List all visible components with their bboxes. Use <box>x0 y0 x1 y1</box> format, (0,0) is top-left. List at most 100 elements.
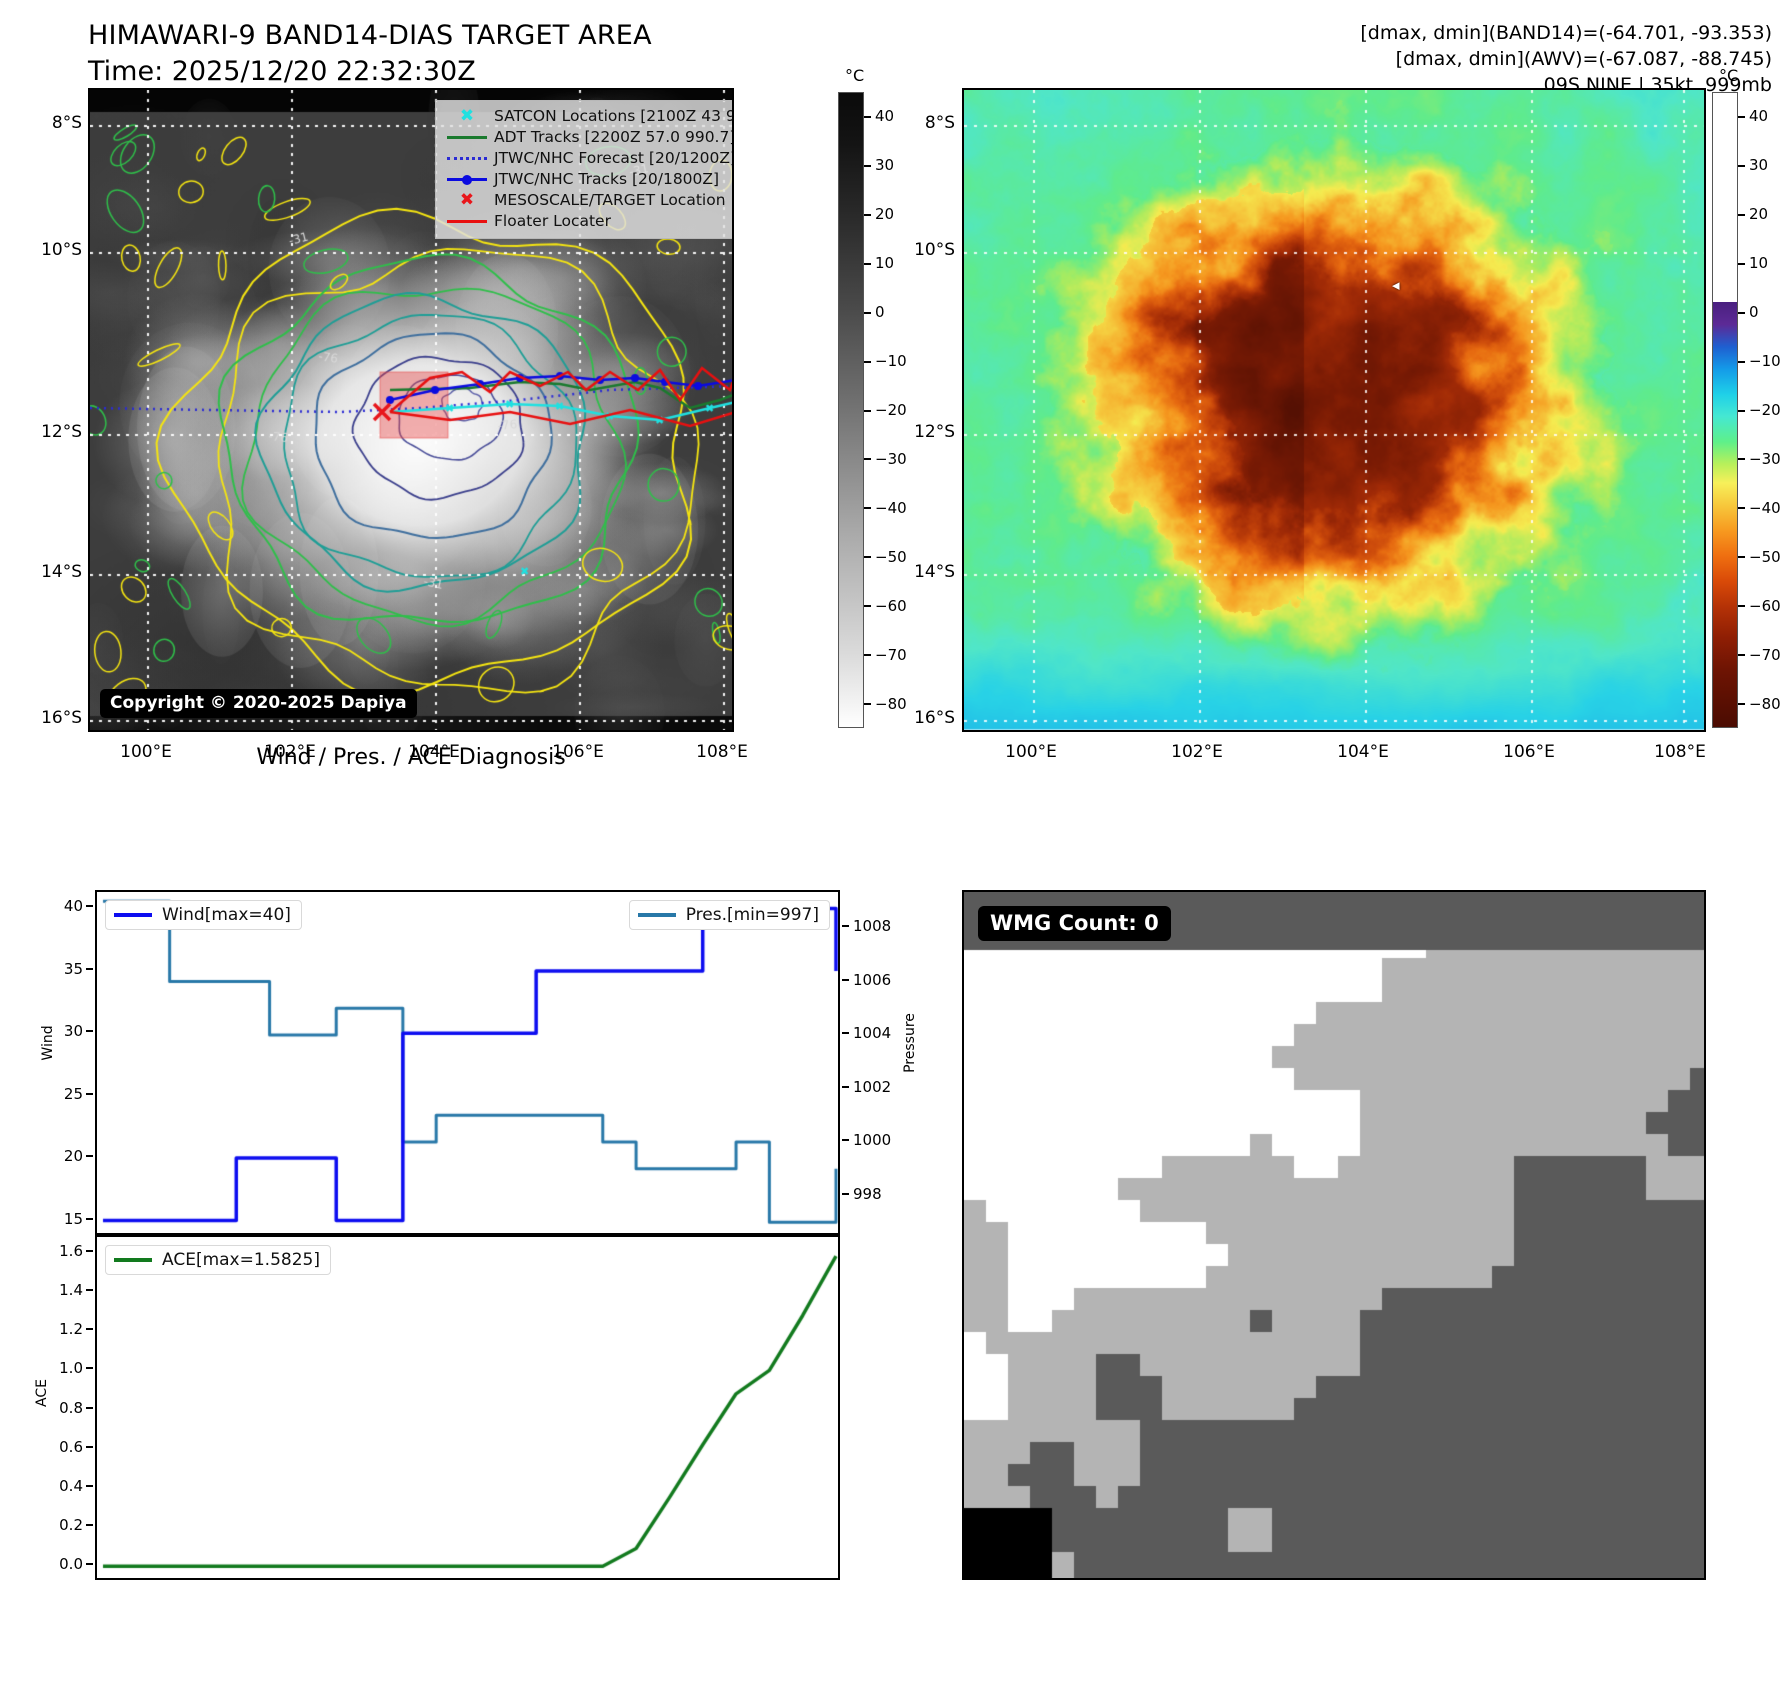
legend-item-satcon: ✖ SATCON Locations [2100Z 43 994] <box>444 106 732 127</box>
axis-tick-mark <box>864 360 871 363</box>
axis-tick-label: −80 <box>875 694 907 713</box>
legend-label: JTWC/NHC Tracks [20/1800Z] <box>494 169 720 188</box>
axis-tick-label: −10 <box>875 352 907 371</box>
axis-tick-mark <box>1738 605 1745 608</box>
axis-tick-label: 30 <box>1749 156 1769 175</box>
axis-tick-mark <box>1738 654 1745 657</box>
axis-tick-mark <box>1738 360 1745 363</box>
axis-tick-mark <box>864 703 871 706</box>
ace-line-icon <box>114 1258 152 1262</box>
adt-line-icon <box>444 136 490 139</box>
wind-pressure-plot-area <box>97 892 838 1233</box>
pressure-legend: Pres.[min=997] <box>628 900 830 930</box>
eir-lat-label: 10°S <box>914 240 955 260</box>
axis-tick-mark <box>86 1563 93 1566</box>
axis-tick-mark <box>1738 213 1745 216</box>
axis-tick-mark <box>86 1484 93 1487</box>
axis-tick-label: −70 <box>875 645 907 664</box>
axis-tick-label: −40 <box>875 498 907 517</box>
legend-label: Floater Locater <box>494 211 611 230</box>
axis-tick-label: 998 <box>853 1184 882 1203</box>
wmg-count-badge: WMG Count: 0 <box>978 906 1171 941</box>
axis-tick-label: −60 <box>875 596 907 615</box>
enhanced-ir-map-panel[interactable]: ◂ <box>962 88 1706 732</box>
legend-label: SATCON Locations [2100Z 43 994] <box>494 106 732 125</box>
wmg-image <box>964 892 1704 1578</box>
axis-tick-label: 1000 <box>853 1131 892 1150</box>
axis-tick-mark <box>86 1406 93 1409</box>
enhanced-colorbar <box>1712 92 1738 728</box>
axis-tick-mark <box>842 1032 849 1035</box>
axis-tick-label: 1006 <box>853 970 892 989</box>
axis-tick-mark <box>86 1217 93 1220</box>
axis-tick-label: −40 <box>1749 498 1781 517</box>
wind-line-icon <box>114 913 152 917</box>
axis-tick-label: 1004 <box>853 1024 892 1043</box>
axis-tick-label: 40 <box>63 897 83 916</box>
ir-lon-label: 104°E <box>408 742 460 762</box>
axis-tick-label: −70 <box>1749 645 1781 664</box>
axis-tick-mark <box>1738 164 1745 167</box>
axis-tick-label: 20 <box>875 205 895 224</box>
axis-tick-label: 20 <box>1749 205 1769 224</box>
gray-colorbar-unit: °C <box>845 66 865 85</box>
axis-tick-mark <box>842 978 849 981</box>
grayscale-ir-map-panel[interactable]: ✖ SATCON Locations [2100Z 43 994] ADT Tr… <box>88 88 734 732</box>
wmg-panel[interactable]: WMG Count: 0 <box>962 890 1706 1580</box>
eir-lon-label: 108°E <box>1654 742 1706 762</box>
ace-legend: ACE[max=1.5825] <box>105 1245 331 1275</box>
axis-tick-label: −20 <box>875 401 907 419</box>
axis-tick-label: −80 <box>1749 694 1781 713</box>
axis-tick-mark <box>864 311 871 314</box>
axis-tick-label: 30 <box>63 1022 83 1041</box>
axis-tick-label: 0.0 <box>59 1555 83 1574</box>
axis-tick-mark <box>86 1155 93 1158</box>
ir-lon-label: 102°E <box>264 742 316 762</box>
ir-lon-label: 106°E <box>552 742 604 762</box>
pressure-legend-label: Pres.[min=997] <box>685 905 819 925</box>
axis-tick-label: 25 <box>63 1084 83 1103</box>
wind-legend-label: Wind[max=40] <box>162 905 291 925</box>
axis-tick-mark <box>842 1192 849 1195</box>
axis-tick-label: 0 <box>875 303 885 322</box>
axis-tick-mark <box>842 1139 849 1142</box>
axis-tick-label: −50 <box>1749 547 1781 566</box>
axis-tick-mark <box>864 262 871 265</box>
axis-tick-label: 35 <box>63 959 83 978</box>
wind-legend: Wind[max=40] <box>105 900 302 930</box>
ir-lat-label: 16°S <box>41 708 82 728</box>
forecast-dotted-line-icon <box>444 157 490 160</box>
pressure-axis-label: Pressure <box>902 1013 918 1073</box>
ir-map-legend: ✖ SATCON Locations [2100Z 43 994] ADT Tr… <box>435 100 734 239</box>
dmax-band14-text: [dmax, dmin](BAND14)=(-64.701, -93.353) <box>1360 22 1772 44</box>
axis-tick-mark <box>1738 262 1745 265</box>
axis-tick-label: −30 <box>875 449 907 468</box>
axis-tick-mark <box>86 1249 93 1252</box>
page-title-text: HIMAWARI-9 BAND14-DIAS TARGET AREA <box>88 20 652 51</box>
axis-tick-mark <box>86 1367 93 1370</box>
tracks-line-marker-icon <box>444 174 490 185</box>
axis-tick-mark <box>864 556 871 559</box>
eir-lon-label: 102°E <box>1171 742 1223 762</box>
axis-tick-label: 0.8 <box>59 1398 83 1417</box>
axis-tick-mark <box>864 164 871 167</box>
wind-pressure-chart[interactable]: Wind[max=40] Pres.[min=997] <box>95 890 840 1235</box>
axis-tick-mark <box>1738 311 1745 314</box>
axis-tick-mark <box>86 967 93 970</box>
ace-chart[interactable]: ACE[max=1.5825] <box>95 1235 840 1580</box>
ir-lat-label: 8°S <box>51 113 82 133</box>
ir-lat-label: 14°S <box>41 562 82 582</box>
axis-tick-mark <box>1738 115 1745 118</box>
wind-axis-label: Wind <box>40 1025 56 1061</box>
pressure-line-icon <box>637 913 676 917</box>
axis-tick-label: 10 <box>1749 254 1769 273</box>
axis-tick-label: 0.2 <box>59 1516 83 1535</box>
legend-label: ADT Tracks [2200Z 57.0 990.7] <box>494 127 734 146</box>
axis-tick-label: 20 <box>63 1147 83 1166</box>
axis-tick-label: 10 <box>875 254 895 273</box>
metadata-block: [dmax, dmin](BAND14)=(-64.701, -93.353) … <box>1360 20 1772 99</box>
ace-axis-label: ACE <box>34 1379 50 1407</box>
axis-tick-label: 15 <box>63 1209 83 1228</box>
ir-lon-label: 100°E <box>120 742 172 762</box>
eir-lon-label: 100°E <box>1005 742 1057 762</box>
